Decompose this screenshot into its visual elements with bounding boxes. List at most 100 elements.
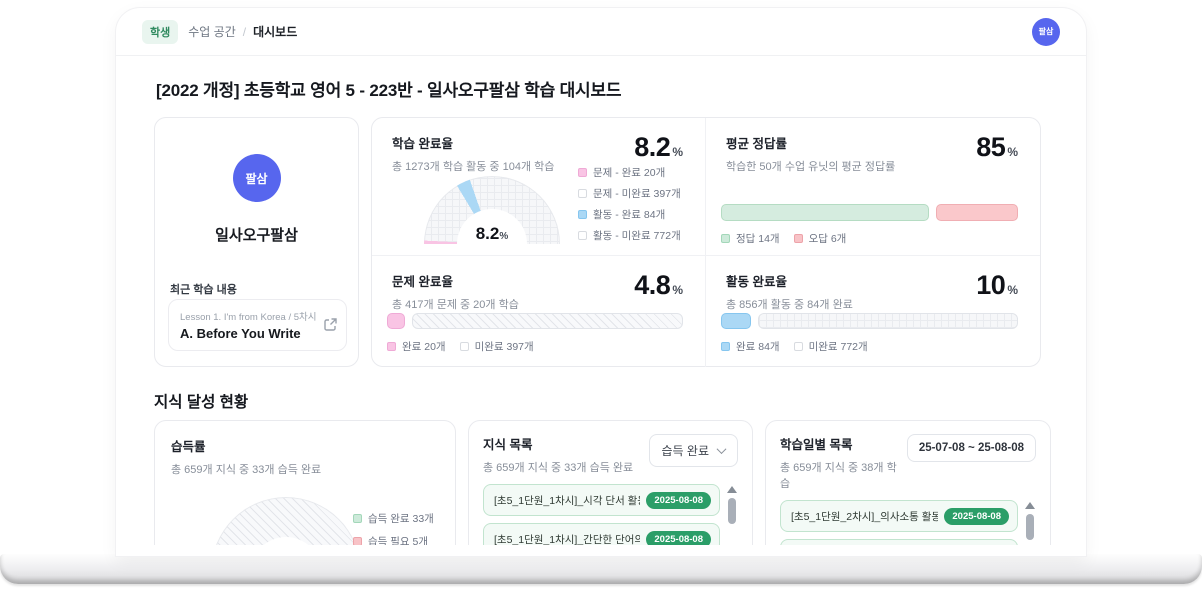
- chevron-down-icon: [716, 444, 727, 455]
- legend-item: 문제 - 미완료 397개: [578, 186, 681, 201]
- card-subtitle: 총 659개 지식 중 33개 습득 완료: [171, 464, 322, 476]
- scroll-up-icon[interactable]: [1025, 502, 1035, 509]
- card-subtitle: 총 659개 지식 중 33개 습득 완료: [483, 462, 634, 474]
- legend-item: 문제 - 완료 20개: [578, 165, 681, 180]
- legend-swatch-green: [721, 234, 730, 243]
- page-title: [2022 개정] 초등학교 영어 5 - 223반 - 일사오구팔삼 학습 대…: [156, 81, 622, 100]
- list-scrollbar: [1024, 502, 1036, 540]
- legend-swatch-red: [353, 537, 362, 545]
- student-avatar: 팔삼: [232, 154, 281, 202]
- legend-item: 완료 84개: [721, 339, 780, 354]
- legend-item: 미완료 397개: [459, 339, 534, 354]
- scroll-up-icon[interactable]: [727, 486, 737, 493]
- knowledge-section-heading: 지식 달성 현황: [154, 394, 249, 411]
- breadcrumb-current[interactable]: 대시보드: [253, 25, 298, 39]
- legend-item: 오답 6개: [793, 231, 846, 246]
- activity-completion-card: 활동 완료율 총 856개 활동 중 84개 완료 10% 완료 84개 미완료…: [706, 256, 1040, 367]
- activity-completion-bar: [721, 313, 1018, 329]
- user-avatar[interactable]: 팔삼: [1032, 17, 1060, 46]
- activity-completion-legend: 완료 84개 미완료 772개: [721, 339, 868, 354]
- learning-completion-value: 8.2%: [634, 132, 683, 162]
- scrollbar-thumb[interactable]: [728, 498, 736, 524]
- card-title: 평균 정답률: [726, 137, 787, 151]
- list-item[interactable]: [초5_1단원_2차시]_의사소통 활동을 협력적으로 수행... 2025-0…: [780, 500, 1018, 532]
- list-scrollbar: [726, 486, 738, 524]
- learning-completion-card: 학습 완료율 총 1273개 학습 활동 중 104개 학습 8.2% 8.2%: [372, 118, 706, 256]
- wrong-bar: [935, 204, 1018, 221]
- acquisition-legend: 습득 완료 33개 습득 필요 5개: [353, 511, 434, 545]
- completion-gauge: 8.2%: [424, 176, 560, 244]
- student-profile-card: 팔삼 일사오구팔삼 최근 학습 내용 Lesson 1. I'm from Ko…: [154, 117, 359, 367]
- answer-rate-bar: [721, 204, 1018, 221]
- card-title: 지식 목록: [483, 438, 533, 452]
- list-item[interactable]: [초5_1단원_1차시]_간단한 단어의 의미를 듣고 이해한... 2025-…: [483, 523, 720, 545]
- legend-swatch-blue: [721, 342, 730, 351]
- date-badge: 2025-08-08: [646, 491, 711, 509]
- incomplete-bar: [411, 313, 683, 329]
- legend-item: 습득 필요 5개: [353, 534, 434, 545]
- acquisition-donut-chart: [211, 497, 361, 545]
- scrollbar-thumb[interactable]: [1026, 514, 1034, 540]
- legend-swatch-pink: [578, 168, 587, 177]
- card-title: 문제 완료율: [392, 275, 453, 289]
- list-item[interactable]: [초5_1단원_4차시]_일상생활 주제에 관한 글을 읽고 세... 2025…: [780, 539, 1018, 545]
- incomplete-bar: [757, 313, 1018, 329]
- answer-rate-card: 평균 정답률 학습한 50개 수업 유닛의 평균 정답률 85% 정답 14개 …: [706, 118, 1040, 256]
- breadcrumb-parent[interactable]: 수업 공간: [188, 25, 236, 39]
- correct-bar: [721, 204, 929, 221]
- legend-item: 정답 14개: [721, 231, 780, 246]
- knowledge-list: [초5_1단원_1차시]_시각 단서 활용하여 예측하기, 특... 2025-…: [483, 484, 738, 545]
- gauge-center-value: 8.2%: [475, 224, 509, 243]
- legend-swatch-pink: [387, 342, 396, 351]
- answer-rate-legend: 정답 14개 오답 6개: [721, 231, 846, 246]
- completion-legend: 문제 - 완료 20개 문제 - 미완료 397개 활동 - 완료 84개 활동…: [578, 165, 681, 243]
- legend-item: 습득 완료 33개: [353, 511, 434, 526]
- laptop-screen: 학생 수업 공간 / 대시보드 팔삼 [2022 개정] 초등학교 영어 5 -…: [116, 8, 1086, 556]
- date-range-picker[interactable]: 25-07-08 ~ 25-08-08: [906, 434, 1036, 462]
- card-subtitle: 총 417개 문제 중 20개 학습: [392, 299, 519, 311]
- problem-completion-card: 문제 완료율 총 417개 문제 중 20개 학습 4.8% 완료 20개 미완…: [372, 256, 706, 367]
- role-badge: 학생: [142, 19, 179, 44]
- problem-completion-value: 4.8%: [634, 270, 683, 300]
- breadcrumb-separator: /: [242, 24, 247, 39]
- recent-learning-card[interactable]: Lesson 1. I'm from Korea / 5차시 A. Before…: [168, 299, 347, 351]
- topbar: 학생 수업 공간 / 대시보드 팔삼: [116, 8, 1086, 56]
- legend-swatch-hatch: [793, 342, 803, 351]
- legend-item: 활동 - 미완료 772개: [578, 228, 681, 243]
- acquisition-filter-dropdown[interactable]: 습득 완료: [648, 434, 738, 467]
- card-title: 학습일별 목록: [780, 438, 853, 452]
- card-subtitle: 총 1273개 학습 활동 중 104개 학습: [392, 161, 555, 173]
- recent-learning-label: 최근 학습 내용: [170, 284, 237, 296]
- activity-completion-value: 10%: [976, 270, 1018, 300]
- legend-swatch-hatch: [578, 189, 587, 198]
- card-title: 습득률: [171, 440, 206, 454]
- legend-item: 활동 - 완료 84개: [578, 207, 681, 222]
- laptop-base: [0, 554, 1202, 584]
- knowledge-list-card: 지식 목록 총 659개 지식 중 33개 습득 완료 습득 완료 [초5_1단…: [468, 420, 753, 545]
- recent-lesson-text: Lesson 1. I'm from Korea / 5차시: [180, 312, 316, 323]
- legend-swatch-hatch: [459, 342, 469, 351]
- daily-list: [초5_1단원_2차시]_의사소통 활동을 협력적으로 수행... 2025-0…: [780, 500, 1036, 545]
- daily-learning-list-card: 학습일별 목록 총 659개 지식 중 38개 학습 25-07-08 ~ 25…: [765, 420, 1051, 545]
- date-badge: 2025-08-08: [646, 530, 711, 545]
- card-subtitle: 학습한 50개 수업 유닛의 평균 정답률: [726, 161, 896, 173]
- legend-swatch-green: [353, 514, 362, 523]
- legend-item: 완료 20개: [387, 339, 446, 354]
- legend-swatch-hatch: [578, 231, 587, 240]
- list-item[interactable]: [초5_1단원_1차시]_시각 단서 활용하여 예측하기, 특... 2025-…: [483, 484, 720, 516]
- problem-completion-bar: [387, 313, 683, 329]
- legend-swatch-red: [793, 234, 803, 243]
- external-link-icon[interactable]: [324, 318, 337, 331]
- completed-bar: [721, 313, 751, 329]
- date-badge: 2025-08-08: [944, 507, 1009, 525]
- recent-activity-text: A. Before You Write: [180, 326, 301, 341]
- legend-item: 미완료 772개: [793, 339, 868, 354]
- legend-swatch-blue: [578, 210, 587, 219]
- acquisition-rate-card: 습득률 총 659개 지식 중 33개 습득 완료 습득 완료 33개 습득 필…: [154, 420, 456, 545]
- answer-rate-value: 85%: [976, 132, 1018, 162]
- card-header: 학습일별 목록 총 659개 지식 중 38개 학습 25-07-08 ~ 25…: [780, 434, 1036, 491]
- card-header: 지식 목록 총 659개 지식 중 33개 습득 완료 습득 완료: [483, 434, 738, 475]
- dashboard-viewport: 학생 수업 공간 / 대시보드 팔삼 [2022 개정] 초등학교 영어 5 -…: [116, 8, 1086, 545]
- card-title: 활동 완료율: [726, 275, 787, 289]
